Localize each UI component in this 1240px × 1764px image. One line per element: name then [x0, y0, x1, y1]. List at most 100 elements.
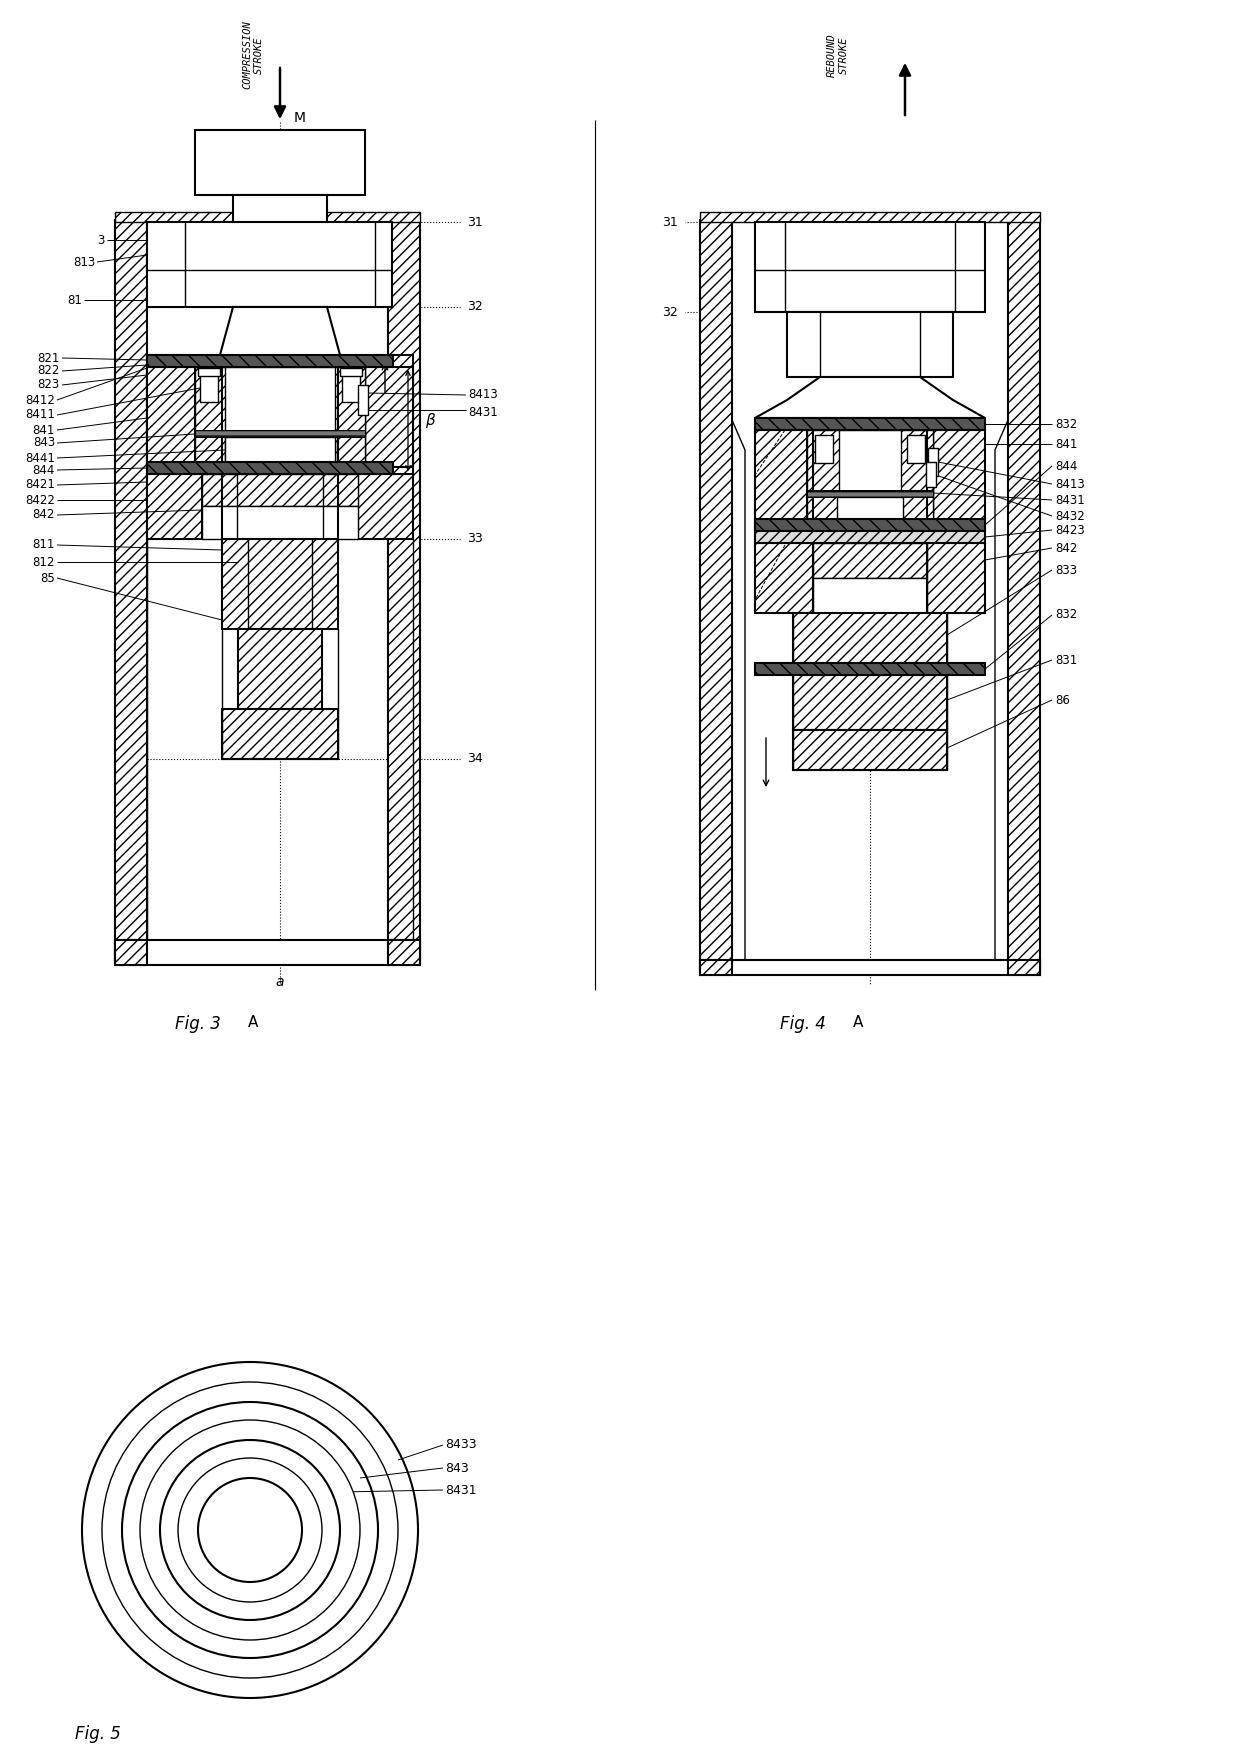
Bar: [755, 418, 985, 430]
Bar: [224, 437, 335, 462]
Text: 812: 812: [32, 556, 55, 568]
Text: 822: 822: [37, 365, 60, 377]
Bar: [195, 430, 365, 437]
Text: 811: 811: [32, 538, 55, 552]
Text: 81: 81: [67, 293, 82, 307]
Bar: [115, 940, 148, 965]
Bar: [1008, 220, 1040, 970]
Bar: [358, 475, 413, 540]
Text: 832: 832: [1055, 609, 1078, 621]
Bar: [755, 531, 985, 543]
Text: 8432: 8432: [1055, 510, 1085, 522]
Bar: [807, 430, 932, 529]
Bar: [906, 436, 925, 462]
Bar: [238, 630, 322, 709]
Bar: [342, 372, 360, 402]
Text: 831: 831: [1055, 653, 1078, 667]
Polygon shape: [994, 220, 1040, 970]
Bar: [928, 448, 937, 476]
Bar: [115, 940, 420, 965]
Text: COMPRESSION: COMPRESSION: [242, 21, 252, 90]
Bar: [807, 490, 932, 497]
Bar: [148, 475, 202, 540]
Circle shape: [122, 1402, 378, 1658]
Bar: [928, 543, 985, 614]
Text: 86: 86: [1055, 693, 1070, 707]
Text: 8441: 8441: [25, 452, 55, 464]
Text: a: a: [275, 975, 284, 990]
Text: 32: 32: [467, 300, 482, 314]
Text: 8423: 8423: [1055, 524, 1085, 536]
Circle shape: [179, 1459, 322, 1602]
Bar: [148, 367, 195, 467]
Bar: [335, 367, 365, 467]
Text: 31: 31: [662, 215, 678, 229]
Circle shape: [160, 1439, 340, 1619]
Text: 8433: 8433: [445, 1438, 476, 1452]
Bar: [755, 663, 985, 676]
Text: 813: 813: [73, 256, 95, 268]
Bar: [755, 543, 813, 614]
Circle shape: [198, 1478, 303, 1582]
Bar: [340, 369, 362, 376]
Text: 33: 33: [467, 533, 482, 545]
Bar: [901, 430, 932, 529]
Bar: [115, 220, 148, 960]
Text: 8421: 8421: [25, 478, 55, 492]
Text: 823: 823: [37, 379, 60, 392]
Bar: [755, 222, 985, 312]
Bar: [837, 497, 903, 519]
Text: 34: 34: [467, 753, 482, 766]
Text: 832: 832: [1055, 418, 1078, 430]
Bar: [388, 940, 420, 965]
Circle shape: [102, 1381, 398, 1678]
Text: 821: 821: [37, 351, 60, 365]
Bar: [195, 367, 365, 467]
Bar: [932, 430, 985, 529]
Bar: [388, 220, 420, 960]
Bar: [115, 212, 420, 222]
Bar: [813, 543, 928, 579]
Bar: [701, 960, 732, 975]
Circle shape: [82, 1362, 418, 1699]
Bar: [222, 709, 339, 759]
Bar: [794, 730, 947, 771]
Bar: [148, 355, 393, 367]
Circle shape: [140, 1420, 360, 1641]
Bar: [755, 519, 985, 531]
Bar: [794, 676, 947, 730]
Text: 8422: 8422: [25, 494, 55, 506]
Bar: [365, 367, 413, 467]
Text: REBOUND: REBOUND: [827, 34, 837, 78]
Text: 843: 843: [32, 436, 55, 450]
Bar: [374, 355, 413, 475]
Text: 842: 842: [1055, 542, 1078, 554]
Text: $\beta$: $\beta$: [425, 411, 436, 429]
Text: M: M: [294, 111, 306, 125]
Bar: [794, 614, 947, 663]
Bar: [755, 430, 807, 529]
Text: 844: 844: [32, 464, 55, 476]
Text: STROKE: STROKE: [254, 37, 264, 74]
Text: 8431: 8431: [1055, 494, 1085, 506]
Bar: [202, 475, 358, 506]
Bar: [195, 367, 224, 467]
Text: STROKE: STROKE: [839, 37, 849, 74]
Bar: [202, 506, 358, 540]
Text: 8431: 8431: [467, 406, 497, 418]
Text: 8412: 8412: [25, 393, 55, 406]
Bar: [148, 462, 393, 475]
Bar: [358, 385, 368, 415]
Text: 843: 843: [445, 1462, 469, 1475]
Bar: [148, 355, 185, 475]
Bar: [787, 312, 954, 377]
Text: 31: 31: [467, 215, 482, 229]
Text: 8413: 8413: [1055, 478, 1085, 490]
Text: Fig. 4: Fig. 4: [780, 1014, 826, 1034]
Bar: [1008, 960, 1040, 975]
Bar: [233, 196, 327, 222]
Bar: [195, 131, 365, 196]
Text: 3: 3: [98, 233, 105, 247]
Text: 833: 833: [1055, 563, 1078, 577]
Text: Fig. 3: Fig. 3: [175, 1014, 221, 1034]
